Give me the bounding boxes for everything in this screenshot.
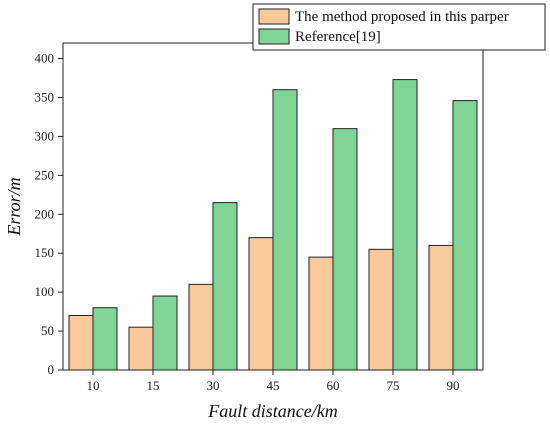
bar-series-1-15 [152, 295, 178, 371]
bar-series-1-45 [272, 89, 298, 371]
bar-series-1-60 [332, 128, 358, 371]
legend-swatch-0 [258, 8, 290, 25]
y-tick-label: 400 [35, 51, 55, 66]
legend-label-0: The method proposed in this parper [295, 9, 509, 25]
y-tick-label: 0 [48, 362, 55, 377]
y-tick-label: 100 [35, 284, 55, 299]
x-tick-label: 90 [447, 378, 460, 393]
bar-series-1-90 [452, 100, 478, 371]
x-tick-label: 60 [327, 378, 340, 393]
bar-series-0-10 [68, 315, 94, 371]
bar-series-0-90 [428, 244, 454, 371]
plot-area: 0 50 100 150 200 250 300 350 400 10 15 30 45 60 75 90 [35, 42, 484, 393]
legend-label-1: Reference[19] [295, 29, 381, 45]
y-tick-label: 350 [35, 90, 55, 105]
bar-series-0-30 [188, 283, 214, 371]
bar-series-1-30 [212, 202, 238, 371]
x-tick-label: 75 [387, 378, 400, 393]
x-tick-label: 10 [87, 378, 100, 393]
y-axis-label: Error/m [4, 177, 24, 236]
bar-series-0-60 [308, 256, 334, 371]
bar-series-0-45 [248, 237, 274, 371]
y-tick-label: 150 [35, 245, 55, 260]
bar-series-1-75 [392, 79, 418, 371]
legend-box [252, 3, 546, 51]
x-tick-label: 30 [207, 378, 220, 393]
y-tick-label: 50 [41, 323, 54, 338]
y-tick-label: 200 [35, 206, 55, 221]
legend-swatch-1 [258, 28, 290, 45]
legend: The method proposed in this parper Refere… [252, 3, 546, 51]
bar-series-0-15 [128, 326, 154, 371]
x-tick-label: 45 [267, 378, 280, 393]
x-axis-label: Fault distance/km [207, 401, 337, 421]
y-tick-label: 300 [35, 128, 55, 143]
bar-series-0-75 [368, 248, 394, 371]
x-tick-label: 15 [147, 378, 160, 393]
bar-series-1-10 [92, 307, 118, 371]
y-tick-label: 250 [35, 167, 55, 182]
